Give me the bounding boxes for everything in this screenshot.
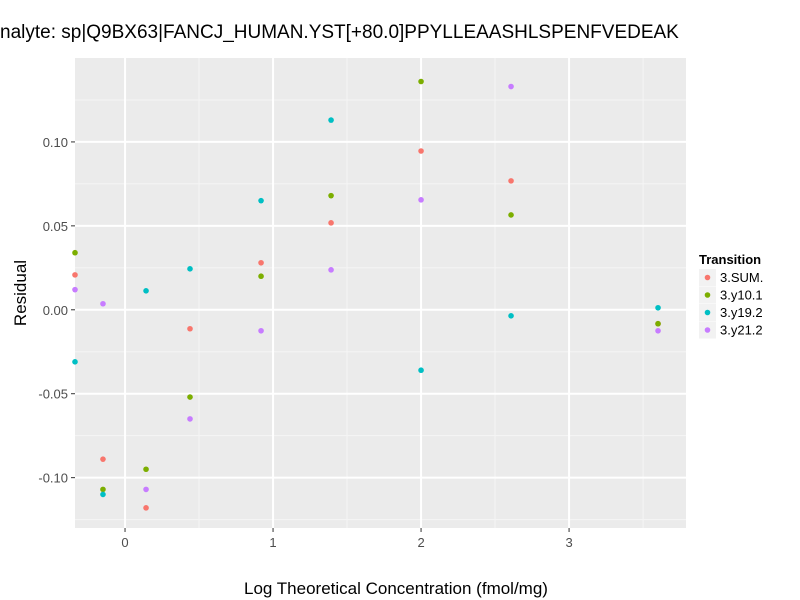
- plot-panel: [75, 58, 686, 528]
- data-point-3-sum: [328, 220, 334, 226]
- legend-label: 3.y21.2: [720, 323, 763, 338]
- data-point-3-y19-2: [328, 117, 334, 123]
- x-tick-label: 1: [269, 535, 276, 550]
- legend-marker: [704, 274, 711, 281]
- data-point-3-y19-2: [508, 313, 514, 319]
- data-point-3-y10-1: [187, 394, 193, 400]
- data-point-3-y10-1: [100, 486, 106, 493]
- data-point-3-y19-2: [143, 288, 149, 294]
- legend-label: 3.SUM.: [720, 270, 763, 285]
- data-point-3-y21-2: [187, 416, 193, 422]
- data-point-3-sum: [187, 325, 193, 332]
- data-point-3-y21-2: [418, 197, 424, 203]
- data-point-3-y21-2: [258, 327, 264, 334]
- data-point-3-y10-1: [258, 273, 264, 280]
- y-tick-label: -0.05: [38, 387, 68, 402]
- x-axis-label: Log Theoretical Concentration (fmol/mg): [244, 579, 548, 598]
- data-point-3-y10-1: [328, 192, 334, 199]
- legend-label: 3.y19.2: [720, 305, 763, 320]
- data-point-3-y10-1: [143, 466, 149, 473]
- data-point-3-y19-2: [100, 491, 106, 498]
- data-point-3-y19-2: [187, 266, 193, 272]
- y-tick-label: 0.05: [43, 219, 68, 234]
- y-tick-label: -0.10: [38, 471, 68, 486]
- data-point-3-y10-1: [508, 212, 514, 218]
- data-point-3-sum: [100, 456, 106, 462]
- data-point-3-y10-1: [655, 320, 661, 327]
- data-point-3-y19-2: [655, 304, 661, 311]
- data-point-3-y19-2: [72, 359, 78, 365]
- data-point-3-sum: [418, 148, 424, 154]
- data-point-3-sum: [508, 178, 514, 184]
- legend-marker: [704, 309, 711, 316]
- data-point-3-y21-2: [143, 486, 149, 493]
- legend-title: Transition: [699, 252, 761, 267]
- data-point-3-y19-2: [258, 197, 264, 204]
- legend: Transition 3.SUM. 3.y10.1 3.y19.2 3.y21.2: [699, 252, 763, 339]
- y-tick-label: 0.00: [43, 303, 68, 318]
- data-point-3-y21-2: [508, 83, 514, 90]
- y-axis-label: Residual: [11, 260, 30, 326]
- chart-title: nalyte: sp|Q9BX63|FANCJ_HUMAN.YST[+80.0]…: [0, 22, 679, 43]
- y-tick-label: 0.10: [43, 135, 68, 150]
- data-point-3-y21-2: [100, 300, 106, 307]
- data-point-3-y21-2: [72, 286, 78, 293]
- data-point-3-y10-1: [418, 78, 424, 85]
- x-tick-label: 2: [417, 535, 424, 550]
- legend-marker: [704, 292, 711, 298]
- data-point-3-y21-2: [328, 267, 334, 273]
- data-point-3-y10-1: [72, 249, 78, 256]
- x-tick-label: 0: [121, 535, 128, 550]
- data-point-3-y19-2: [418, 367, 424, 374]
- legend-label: 3.y10.1: [720, 288, 763, 303]
- x-tick-label: 3: [565, 535, 572, 550]
- data-point-3-y21-2: [655, 327, 661, 334]
- legend-marker: [704, 327, 711, 333]
- data-point-3-sum: [258, 259, 264, 266]
- data-point-3-sum: [143, 505, 149, 511]
- data-point-3-sum: [72, 272, 78, 278]
